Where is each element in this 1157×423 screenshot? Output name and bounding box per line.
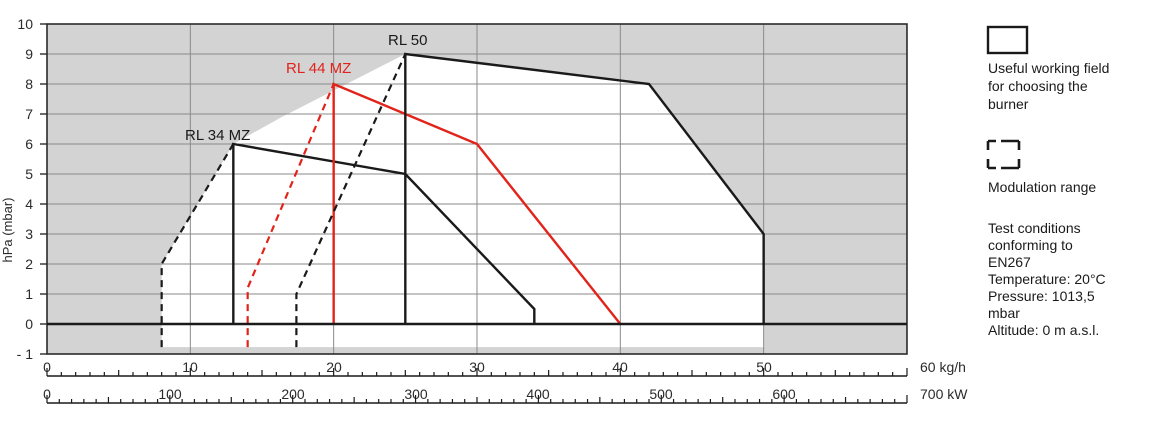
svg-text:hPa (mbar): hPa (mbar): [0, 197, 15, 262]
svg-text:60 kg/h: 60 kg/h: [920, 359, 966, 375]
svg-text:7: 7: [25, 106, 33, 122]
svg-text:Temperature: 20°C: Temperature: 20°C: [988, 271, 1106, 287]
svg-text:Modulation range: Modulation range: [988, 179, 1096, 195]
svg-text:700 kW: 700 kW: [920, 386, 968, 402]
svg-text:for choosing the: for choosing the: [988, 78, 1088, 94]
svg-text:mbar: mbar: [988, 305, 1020, 321]
svg-text:5: 5: [25, 166, 33, 182]
svg-text:EN267: EN267: [988, 254, 1031, 270]
svg-text:9: 9: [25, 46, 33, 62]
svg-text:- 1: - 1: [17, 346, 34, 362]
svg-text:RL 50: RL 50: [388, 32, 427, 49]
svg-text:Test conditions: Test conditions: [988, 220, 1081, 236]
svg-text:Pressure: 1013,5: Pressure: 1013,5: [988, 288, 1095, 304]
svg-text:6: 6: [25, 136, 33, 152]
svg-text:8: 8: [25, 76, 33, 92]
svg-text:conforming to: conforming to: [988, 237, 1073, 253]
svg-text:10: 10: [17, 16, 33, 32]
svg-text:burner: burner: [988, 96, 1029, 112]
svg-text:RL 44 MZ: RL 44 MZ: [286, 60, 351, 77]
svg-text:Useful working field: Useful working field: [988, 60, 1109, 76]
svg-text:0: 0: [25, 316, 33, 332]
svg-text:4: 4: [25, 196, 33, 212]
svg-text:3: 3: [25, 226, 33, 242]
svg-text:1: 1: [25, 286, 33, 302]
svg-text:2: 2: [25, 256, 33, 272]
svg-text:Altitude: 0 m a.s.l.: Altitude: 0 m a.s.l.: [988, 322, 1099, 338]
svg-text:RL 34 MZ: RL 34 MZ: [185, 127, 250, 144]
